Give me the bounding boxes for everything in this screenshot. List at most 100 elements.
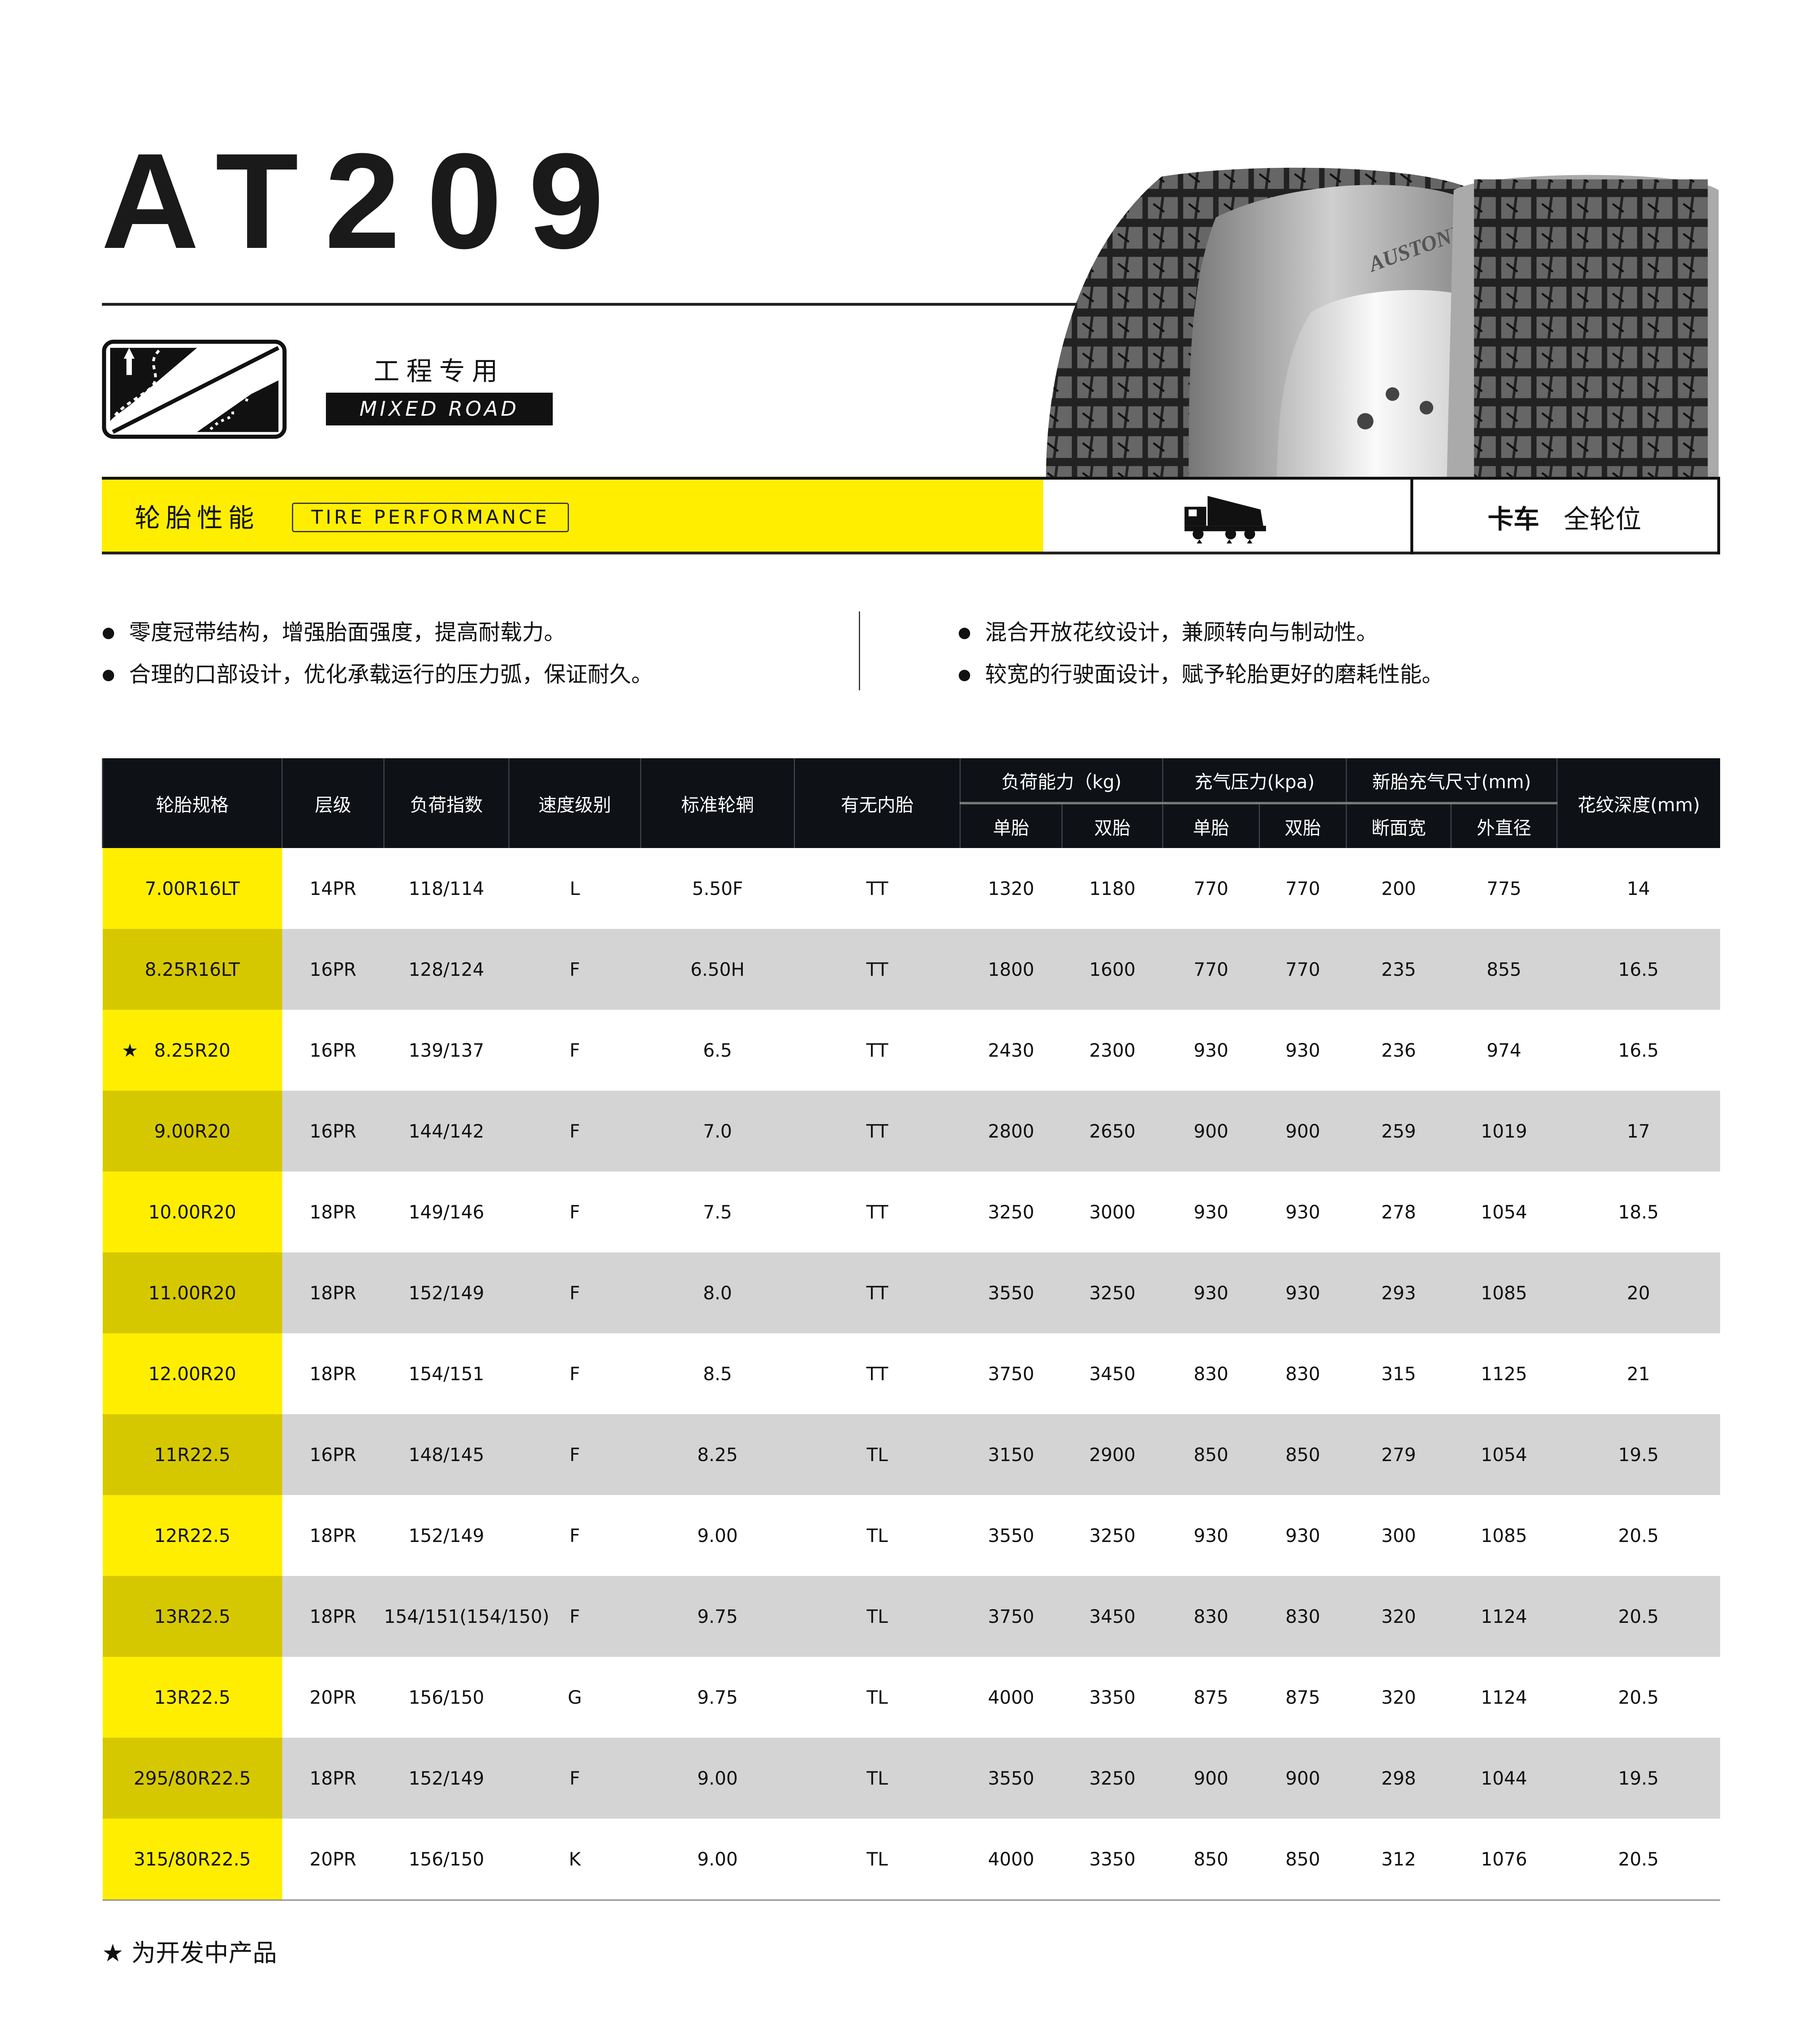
cell-ls: 3550 bbox=[960, 1738, 1062, 1819]
cell-rim: 9.00 bbox=[697, 1525, 738, 1546]
cell-li: 154/151 bbox=[408, 1363, 484, 1385]
performance-heading: 轮胎性能 bbox=[135, 503, 259, 533]
cell-ply: 18PR bbox=[309, 1363, 357, 1385]
cell-ld: 2900 bbox=[1062, 1414, 1163, 1495]
cell-sp: F bbox=[509, 1252, 641, 1333]
cell-depth: 18.5 bbox=[1618, 1201, 1659, 1223]
cell-li: 152/149 bbox=[384, 1738, 509, 1819]
cell-spec: 13R22.5 bbox=[102, 1657, 282, 1738]
cell-li: 152/149 bbox=[384, 1252, 509, 1333]
table-row: 315/80R22.5 20PR 156/150 K 9.00 TL 4000 3350 850… bbox=[102, 1819, 1720, 1901]
cell-od: 1019 bbox=[1451, 1091, 1557, 1172]
cell-li: 154/151(154/150) bbox=[384, 1576, 550, 1657]
feature-item: 混合开放花纹设计，兼顾转向与制动性。 bbox=[958, 611, 1444, 654]
cell-ld: 3450 bbox=[1089, 1363, 1136, 1385]
cell-ld: 3350 bbox=[1062, 1819, 1163, 1901]
wheel-position-value: 全轮位 bbox=[1564, 505, 1641, 535]
cell-ply: 16PR bbox=[282, 929, 384, 1010]
cell-li: 118/114 bbox=[408, 878, 484, 899]
cell-ld: 1180 bbox=[1089, 878, 1136, 899]
cell-depth: 20.5 bbox=[1618, 1686, 1659, 1708]
cell-ld: 3000 bbox=[1089, 1201, 1136, 1223]
header-outer-dia: 外直径 bbox=[1450, 803, 1557, 848]
header-pressure-single: 单胎 bbox=[1162, 803, 1260, 848]
cell-od: 855 bbox=[1451, 929, 1557, 1010]
cell-ply: 18PR bbox=[282, 1738, 384, 1819]
spec-value: 8.25R20 bbox=[154, 1039, 230, 1061]
band-top-rule bbox=[102, 477, 1720, 480]
cell-od: 775 bbox=[1486, 878, 1522, 899]
cell-pd: 900 bbox=[1259, 1091, 1347, 1172]
header-pressure-dual: 双胎 bbox=[1259, 803, 1347, 848]
cell-ls: 2800 bbox=[960, 1091, 1062, 1172]
cell-od: 1054 bbox=[1481, 1201, 1527, 1223]
cell-ply: 20PR bbox=[282, 1819, 384, 1901]
cell-sw: 315 bbox=[1381, 1363, 1416, 1385]
cell-pd: 930 bbox=[1259, 1252, 1347, 1333]
cell-ld: 3250 bbox=[1062, 1252, 1163, 1333]
cell-tube: TT bbox=[794, 929, 960, 1010]
cell-rim: 5.50F bbox=[692, 878, 743, 899]
footnote: ★ 为开发中产品 bbox=[102, 1939, 277, 1967]
header-spec: 轮胎规格 bbox=[102, 758, 282, 848]
cell-ls: 3750 bbox=[988, 1363, 1034, 1385]
spec-value: 11.00R20 bbox=[148, 1282, 237, 1304]
mixed-road-icon bbox=[102, 340, 287, 439]
cell-sw: 293 bbox=[1346, 1252, 1451, 1333]
cell-rim: 9.75 bbox=[640, 1576, 795, 1657]
performance-badge: TIRE PERFORMANCE bbox=[292, 503, 569, 532]
cell-tube: TL bbox=[867, 1686, 888, 1708]
cell-rim: 6.5 bbox=[703, 1039, 732, 1061]
cell-depth: 16.5 bbox=[1618, 1039, 1659, 1061]
cell-border bbox=[1717, 477, 1720, 554]
cell-sp: G bbox=[568, 1686, 582, 1708]
cell-pd: 830 bbox=[1259, 1576, 1347, 1657]
table-row: 10.00R20 18PR 149/146 F 7.5 TT 3250 3000 930 930 2… bbox=[102, 1172, 1720, 1252]
cell-spec: 8.25R16LT bbox=[102, 929, 282, 1010]
header-dims: 新胎充气尺寸(mm) bbox=[1345, 758, 1557, 804]
cell-ld: 1600 bbox=[1062, 929, 1163, 1010]
header-depth: 花纹深度(mm) bbox=[1556, 758, 1720, 848]
spec-value: 12R22.5 bbox=[154, 1525, 230, 1546]
cell-ps: 830 bbox=[1163, 1576, 1260, 1657]
cell-sp: L bbox=[569, 878, 580, 899]
cell-tube: TT bbox=[866, 878, 888, 899]
cell-od: 1125 bbox=[1481, 1363, 1527, 1385]
cell-pd: 930 bbox=[1285, 1039, 1320, 1061]
cell-depth: 19.5 bbox=[1557, 1738, 1720, 1819]
cell-pd: 875 bbox=[1285, 1686, 1320, 1708]
cell-divider bbox=[1410, 477, 1413, 554]
cell-rim: 9.00 bbox=[640, 1738, 795, 1819]
spec-value: 11R22.5 bbox=[154, 1444, 230, 1466]
cell-spec: 315/80R22.5 bbox=[102, 1819, 282, 1901]
spec-value: 12.00R20 bbox=[148, 1363, 237, 1385]
tire-image: AUSTONE bbox=[1046, 167, 1719, 478]
cell-ls: 4000 bbox=[960, 1819, 1062, 1901]
cell-rim: 8.0 bbox=[640, 1252, 795, 1333]
cell-spec: 11.00R20 bbox=[102, 1252, 282, 1333]
cell-sw: 236 bbox=[1381, 1039, 1416, 1061]
cell-tube: TL bbox=[794, 1576, 960, 1657]
spec-value: 13R22.5 bbox=[154, 1605, 230, 1627]
table-row: ★ 8.25R20 16PR 139/137 F 6.5 TT 2430 2300 930 930 2… bbox=[102, 1010, 1720, 1091]
cell-ps: 770 bbox=[1163, 929, 1260, 1010]
cell-ply: 18PR bbox=[282, 1576, 384, 1657]
cell-li: 156/150 bbox=[384, 1819, 509, 1901]
cell-depth: 20.5 bbox=[1557, 1819, 1720, 1901]
cell-spec: ★ 8.25R20 bbox=[102, 1010, 282, 1091]
spec-value: 13R22.5 bbox=[154, 1686, 230, 1708]
cell-sp: F bbox=[509, 929, 641, 1010]
cell-spec: 11R22.5 bbox=[102, 1414, 282, 1495]
spec-value: 7.00R16LT bbox=[144, 878, 240, 899]
cell-rim: 6.50H bbox=[640, 929, 795, 1010]
feature-item: 零度冠带结构，增强胎面强度，提高耐载力。 bbox=[102, 611, 653, 654]
cell-ply: 18PR bbox=[309, 1201, 357, 1223]
cell-depth: 16.5 bbox=[1557, 929, 1720, 1010]
cell-ps: 770 bbox=[1194, 878, 1228, 899]
cell-ls: 2430 bbox=[988, 1039, 1034, 1061]
cell-ps: 930 bbox=[1194, 1039, 1228, 1061]
cell-rim: 8.25 bbox=[640, 1414, 795, 1495]
cell-spec: 9.00R20 bbox=[102, 1091, 282, 1172]
cell-ps: 875 bbox=[1194, 1686, 1228, 1708]
cell-pd: 850 bbox=[1259, 1414, 1347, 1495]
